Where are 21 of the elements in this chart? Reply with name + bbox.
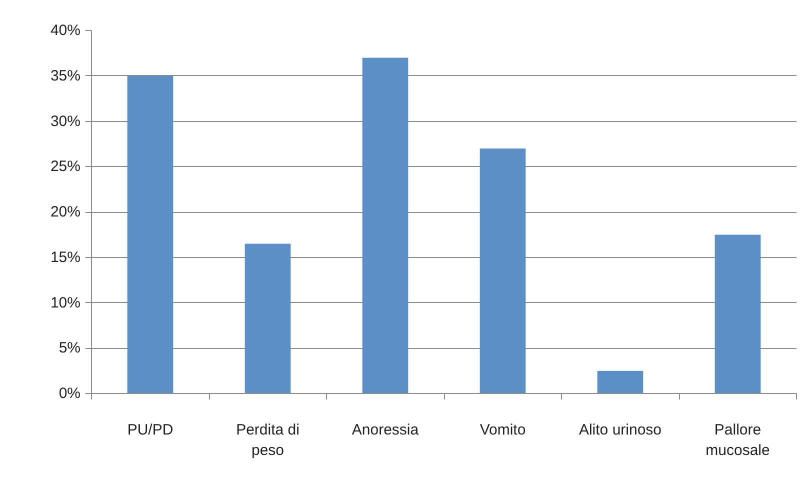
bar (597, 370, 644, 394)
y-tick-label: 5% (58, 340, 81, 357)
y-tick-label: 40% (50, 22, 81, 39)
bar (127, 76, 174, 394)
bar (244, 244, 291, 394)
x-tick-label: PU/PD (127, 422, 174, 438)
x-tick-label: Pallore mucosale (706, 422, 770, 459)
x-tick-label: Anoressia (352, 422, 420, 438)
y-tick-label: 25% (50, 158, 81, 176)
bar (362, 58, 408, 394)
bar (714, 234, 761, 394)
y-tick-label: 15% (50, 248, 81, 266)
x-tick-label: Perdita di peso (236, 422, 300, 459)
y-tick-label: 30% (50, 112, 81, 130)
x-tick-label: Alito urinoso (578, 422, 662, 438)
bar (480, 148, 526, 394)
y-tick-label: 35% (50, 67, 81, 84)
y-tick-label: 20% (50, 204, 81, 220)
y-tick-label: 0% (58, 385, 81, 402)
x-tick-label: Vomito (480, 422, 526, 438)
y-tick-label: 10% (50, 294, 81, 312)
